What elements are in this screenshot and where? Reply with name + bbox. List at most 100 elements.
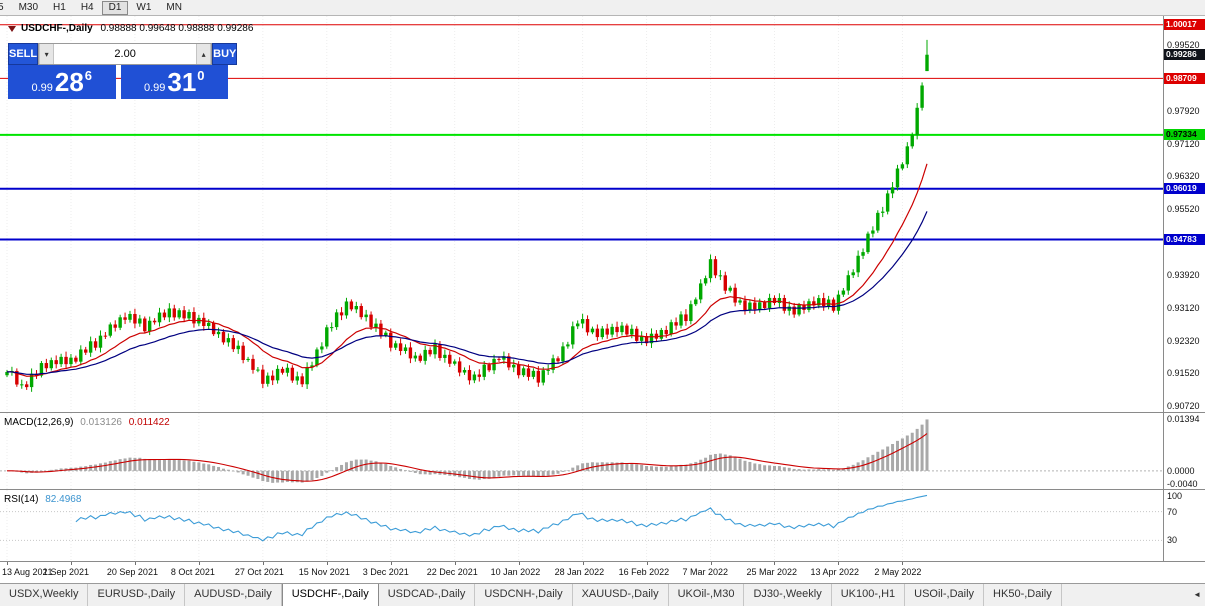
date-label: 22 Dec 2021	[426, 567, 478, 577]
date-label: 13 Aug 2021	[2, 567, 53, 577]
date-tick	[774, 562, 776, 565]
tab-scroll-left-icon[interactable]: ◄	[1193, 590, 1201, 599]
sell-price-base: 0.99	[31, 82, 53, 94]
axis-tick: 0.93920	[1167, 269, 1200, 280]
rsi-axis[interactable]: 100 70 30	[1163, 489, 1205, 561]
tab-hk50-daily[interactable]: HK50-,Daily	[984, 584, 1062, 606]
main-chart-panel: USDCHF-,Daily 0.98888 0.99648 0.98888 0.…	[0, 16, 1163, 412]
buy-price-button[interactable]: 0.99 31 0	[120, 65, 228, 99]
time-axis[interactable]: 13 Aug 2021 1 Sep 2021 20 Sep 2021 8 Oct 20…	[0, 561, 1205, 583]
volume-decrease-button[interactable]: ▾	[39, 44, 55, 64]
timeframe-toolbar: 5 M30 H1 H4 D1 W1 MN	[0, 0, 1205, 16]
axis-tick: 0.97920	[1167, 105, 1200, 116]
tab-usoil-daily[interactable]: USOil-,Daily	[905, 584, 985, 606]
sell-price-button[interactable]: 0.99 28 6	[8, 65, 116, 99]
buy-price-pip: 0	[197, 68, 205, 83]
price-marker-0.94783: 0.94783	[1164, 234, 1205, 246]
buy-button[interactable]: BUY	[212, 43, 238, 65]
volume-input[interactable]	[54, 44, 197, 64]
date-label: 2 May 2022	[874, 567, 922, 577]
timeframe-button-h1[interactable]: H1	[46, 1, 73, 15]
timeframe-button-5[interactable]: 5	[0, 1, 11, 15]
price-axis[interactable]: 0.99520 0.97920 0.97120 0.96320 0.95520 0.939…	[1163, 16, 1205, 412]
axis-tick: 0.01394	[1167, 414, 1200, 424]
date-tick	[198, 562, 200, 565]
date-label: 10 Jan 2022	[490, 567, 541, 577]
chart-tabs: USDX,Weekly EURUSD-,Daily AUDUSD-,Daily USD…	[0, 584, 1205, 606]
chart-title: USDCHF-,Daily 0.98888 0.99648 0.98888 0.…	[21, 23, 253, 34]
price-marker-0.97334: 0.97334	[1164, 129, 1205, 141]
date-tick	[326, 562, 328, 565]
volume-stepper: ▾ ▴	[38, 43, 213, 65]
date-tick	[262, 562, 264, 565]
tab-audusd-daily[interactable]: AUDUSD-,Daily	[185, 584, 282, 606]
tab-ukoil-m30[interactable]: UKOil-,M30	[669, 584, 745, 606]
date-label: 25 Mar 2022	[746, 567, 798, 577]
date-tick	[582, 562, 584, 565]
date-tick	[70, 562, 72, 565]
axis-tick: 0.93120	[1167, 302, 1200, 313]
date-tick	[646, 562, 648, 565]
chart-area: USDCHF-,Daily 0.98888 0.99648 0.98888 0.…	[0, 16, 1205, 583]
date-label: 13 Apr 2022	[810, 567, 859, 577]
tab-xauusd-daily[interactable]: XAUUSD-,Daily	[573, 584, 669, 606]
rsi-canvas[interactable]	[0, 490, 1163, 561]
tab-usdcnh-daily[interactable]: USDCNH-,Daily	[475, 584, 573, 606]
date-tick	[134, 562, 136, 565]
sell-button[interactable]: SELL	[8, 43, 39, 65]
timeframe-button-w1[interactable]: W1	[129, 1, 158, 15]
tab-usdx-weekly[interactable]: USDX,Weekly	[0, 584, 89, 606]
volume-increase-button[interactable]: ▴	[196, 44, 212, 64]
date-tick	[7, 562, 8, 565]
sell-price-pip: 6	[84, 68, 93, 83]
date-tick	[838, 562, 840, 565]
date-label: 16 Feb 2022	[618, 567, 670, 577]
tab-dj30-weekly[interactable]: DJ30-,Weekly	[744, 584, 832, 606]
tab-usdchf-daily[interactable]: USDCHF-,Daily	[281, 584, 379, 606]
main-chart-canvas[interactable]	[0, 16, 1163, 412]
axis-tick: 100	[1167, 491, 1183, 501]
date-tick	[518, 562, 520, 565]
rsi-panel: RSI(14) 82.4968	[0, 489, 1163, 561]
tab-uk100-h1[interactable]: UK100-,H1	[832, 584, 906, 606]
axis-tick: 0.96320	[1167, 171, 1200, 182]
axis-tick: 0.92320	[1167, 335, 1200, 346]
chart-tab-bar: USDX,Weekly EURUSD-,Daily AUDUSD-,Daily USD…	[0, 583, 1205, 606]
one-click-collapse-icon[interactable]	[8, 26, 16, 32]
axis-tick: 0.97120	[1167, 138, 1200, 149]
date-label: 20 Sep 2021	[106, 567, 158, 577]
tab-eurusd-daily[interactable]: EURUSD-,Daily	[88, 584, 186, 606]
one-click-trading-panel: SELL ▾ ▴ BUY 0.99 28 6 0.99	[8, 43, 238, 99]
chart-title-ohlc: 0.98888 0.99648 0.98888 0.99286	[100, 23, 254, 34]
rsi-name: RSI(14)	[4, 494, 39, 505]
timeframe-button-d1[interactable]: D1	[101, 0, 129, 15]
axis-tick: 70	[1167, 506, 1178, 517]
rsi-value: 82.4968	[45, 494, 82, 505]
date-label: 8 Oct 2021	[170, 567, 215, 577]
price-marker-0.99286: 0.99286	[1164, 49, 1205, 61]
macd-canvas[interactable]	[0, 413, 1163, 489]
sell-price-big: 28	[54, 67, 84, 97]
macd-axis[interactable]: 0.01394 0.0000 -0.0040	[1163, 412, 1205, 489]
date-label: 7 Mar 2022	[682, 567, 729, 577]
date-tick	[454, 562, 456, 565]
tab-usdcad-daily[interactable]: USDCAD-,Daily	[379, 584, 476, 606]
date-label: 1 Sep 2021	[42, 567, 89, 577]
timeframe-button-mn[interactable]: MN	[159, 1, 189, 15]
axis-tick: 0.95520	[1167, 204, 1200, 215]
axis-tick: 0.99520	[1167, 40, 1200, 51]
macd-signal-value: 0.011422	[128, 417, 170, 428]
timeframe-button-m30[interactable]: M30	[12, 1, 45, 15]
macd-label: MACD(12,26,9) 0.013126 0.011422	[4, 417, 170, 428]
axis-tick: 0.91520	[1167, 368, 1200, 379]
date-label: 28 Jan 2022	[554, 567, 605, 577]
price-marker-1.00017: 1.00017	[1164, 19, 1205, 31]
one-click-prices-row: 0.99 28 6 0.99 31 0	[8, 65, 228, 99]
date-label: 27 Oct 2021	[234, 567, 284, 577]
chart-title-symbol: USDCHF-,Daily	[21, 23, 93, 34]
date-label: 15 Nov 2021	[298, 567, 350, 577]
macd-panel: MACD(12,26,9) 0.013126 0.011422	[0, 412, 1163, 489]
buy-price-big: 31	[167, 67, 197, 97]
timeframe-button-h4[interactable]: H4	[74, 1, 101, 15]
